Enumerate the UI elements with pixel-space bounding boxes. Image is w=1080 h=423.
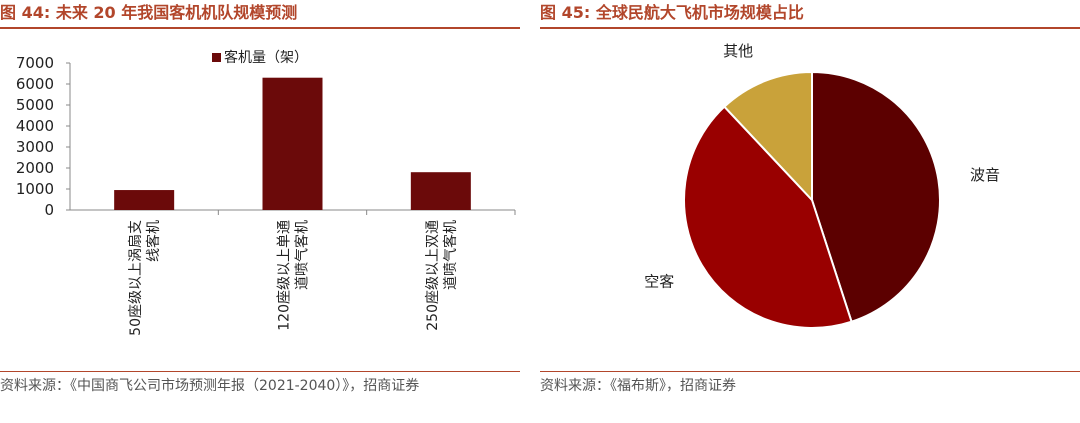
pie-chart-title: 图 45: 全球民航大飞机市场规模占比 — [540, 0, 804, 26]
y-tick-label: 0 — [44, 201, 54, 219]
pie-chart-bottom-rule — [540, 371, 1080, 372]
pie-slice — [683, 105, 853, 329]
bar-chart-source: 资料来源：《中国商飞公司市场预测年报（2021-2040）》，招商证券 — [0, 378, 420, 394]
bar-chart-legend: 客机量（架） — [212, 49, 308, 66]
pie-slice — [722, 70, 813, 203]
x-category-label-line: 120座级以上单通 — [277, 220, 293, 331]
bar-chart-top-rule — [0, 27, 520, 29]
pie-slice — [811, 70, 941, 323]
bar-chart-bottom-rule — [0, 371, 520, 372]
bar-chart-figure-label: 图 44: — [0, 3, 51, 22]
x-category-label-line: 道喷气客机 — [442, 220, 459, 290]
pie-chart-figure-label: 图 45: — [540, 3, 591, 22]
bar — [410, 172, 471, 210]
pie-slice-label: 波音 — [970, 166, 1000, 184]
y-tick-label: 1000 — [16, 180, 54, 198]
bar-chart-panel: 图 44: 未来 20 年我国客机机队规模预测 客机量（架） 0 1000 2000 3… — [0, 0, 520, 423]
x-category-label: 50座级以上涡扇支 线客机 — [128, 220, 162, 336]
pie-chart-panel: 图 45: 全球民航大飞机市场规模占比 波音空客 其他 资料来源：《福布斯》，招商… — [540, 0, 1080, 423]
x-category-label-line: 250座级以上双通 — [425, 220, 441, 331]
x-category-label-line: 线客机 — [145, 220, 162, 262]
y-tick-label: 4000 — [16, 117, 54, 135]
legend-label: 客机量（架） — [224, 49, 308, 66]
pie-slice-label: 空客 — [644, 272, 674, 290]
y-tick-label: 7000 — [16, 54, 54, 72]
x-category-label-line: 50座级以上涡扇支 — [128, 220, 144, 336]
bar — [262, 77, 323, 210]
bar — [114, 190, 175, 210]
x-category-label: 120座级以上单通 道喷气客机 — [277, 220, 311, 331]
legend-swatch — [212, 53, 221, 62]
pie-chart-top-rule — [540, 27, 1080, 29]
pie-chart-source: 资料来源：《福布斯》，招商证券 — [540, 378, 736, 394]
x-category-label: 250座级以上双通 道喷气客机 — [425, 220, 459, 331]
bar-chart: 客机量（架） 0 1000 2000 3000 4000 5000 6000 7000 50座级以… — [16, 49, 516, 336]
y-tick-label: 5000 — [16, 96, 54, 114]
pie-chart-title-text: 全球民航大飞机市场规模占比 — [595, 3, 804, 22]
bar-chart-title-text: 未来 20 年我国客机机队规模预测 — [55, 3, 298, 22]
y-tick-label: 2000 — [16, 159, 54, 177]
y-tick-label: 6000 — [16, 75, 54, 93]
pie-slice-label: 其他 — [723, 42, 753, 60]
y-tick-label: 3000 — [16, 138, 54, 156]
bar-chart-title: 图 44: 未来 20 年我国客机机队规模预测 — [0, 0, 297, 26]
x-category-label-line: 道喷气客机 — [294, 220, 311, 290]
